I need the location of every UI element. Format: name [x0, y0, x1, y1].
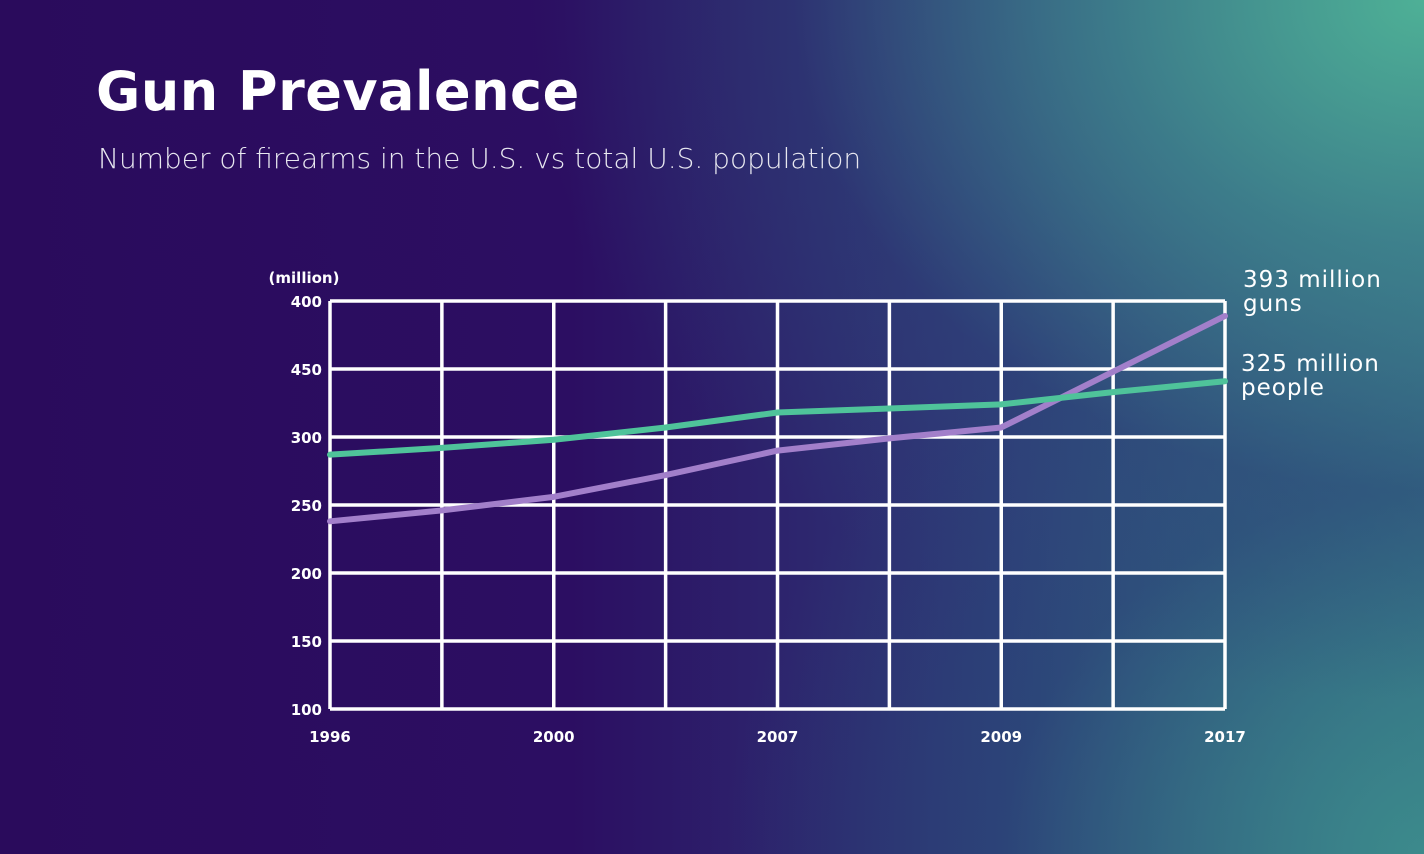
y-tick-label: 100	[291, 701, 322, 719]
series-line-people	[327, 378, 1228, 458]
x-tick-label: 2017	[1204, 728, 1246, 746]
y-tick-label: 400	[291, 293, 322, 311]
x-tick-label: 1996	[309, 728, 351, 746]
guns-end-label-line1: 393 million	[1243, 267, 1382, 293]
guns-end-label-line2: guns	[1243, 291, 1303, 317]
y-tick-label: 300	[291, 429, 322, 447]
series-line-guns	[327, 312, 1228, 525]
people-end-label-line2: people	[1241, 375, 1325, 401]
people-end-label: 325 million people	[1241, 352, 1380, 400]
x-tick-label: 2000	[533, 728, 575, 746]
y-tick-label: 450	[291, 361, 322, 379]
x-tick-label: 2007	[757, 728, 799, 746]
y-tick-label: 250	[291, 497, 322, 515]
chart-subtitle: Number of firearms in the U.S. vs total …	[98, 142, 862, 175]
guns-end-label: 393 million guns	[1243, 268, 1382, 316]
y-tick-label: 200	[291, 565, 322, 583]
chart-title: Gun Prevalence	[96, 60, 580, 123]
y-tick-label: 150	[291, 633, 322, 651]
people-end-label-line1: 325 million	[1241, 351, 1380, 377]
y-axis-unit-label: (million)	[269, 269, 340, 287]
x-tick-label: 2009	[980, 728, 1022, 746]
